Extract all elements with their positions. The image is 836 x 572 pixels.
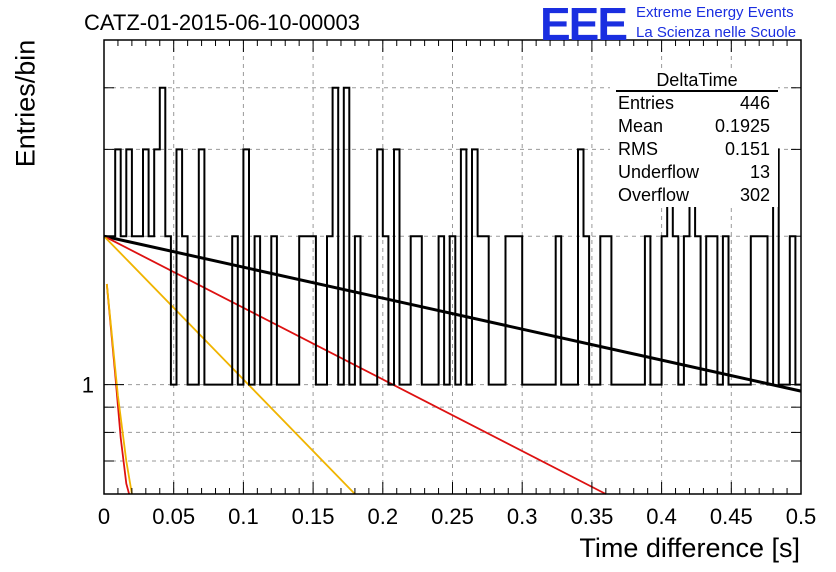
stats-row-entries: Entries 446 <box>610 92 778 115</box>
stats-row-underflow: Underflow 13 <box>610 161 778 184</box>
histogram-series <box>104 86 801 386</box>
stats-row-mean: Mean 0.1925 <box>610 115 778 138</box>
x-axis-label: Time difference [s] <box>579 533 800 563</box>
chart-title: CATZ-01-2015-06-10-00003 <box>84 10 360 35</box>
logo-line1: Extreme Energy Events <box>636 4 794 21</box>
stats-label: Overflow <box>618 185 690 205</box>
logo-line2: La Scienza nelle Scuole <box>636 24 797 41</box>
fit-line <box>103 235 356 495</box>
x-tick-label: 0.5 <box>786 504 817 529</box>
y-axis-label: Entries/bin <box>10 39 41 168</box>
x-tick-label: 0.45 <box>710 504 753 529</box>
stats-value: 13 <box>749 162 770 182</box>
logo-mark: EEE <box>540 0 628 50</box>
stats-title: DeltaTime <box>616 70 778 92</box>
x-tick-label: 0.35 <box>570 504 613 529</box>
histogram-line <box>104 86 801 386</box>
stats-row-overflow: Overflow 302 <box>610 184 778 207</box>
stats-value: 446 <box>739 93 770 113</box>
x-tick-label: 0.05 <box>152 504 195 529</box>
stats-value: 0.151 <box>724 139 770 159</box>
x-tick-label: 0.25 <box>431 504 474 529</box>
tick-labels: 0 0.05 0.1 0.15 0.2 0.25 0.3 0.35 0.4 0.45 0.5 1 <box>82 373 817 529</box>
x-tick-label: 0.4 <box>646 504 677 529</box>
y-tick-label: 1 <box>82 373 94 398</box>
stats-label: Mean <box>618 116 664 136</box>
fit-line <box>105 283 133 495</box>
plot-axes <box>103 39 802 495</box>
stats-label: Entries <box>618 93 675 113</box>
x-tick-label: 0 <box>98 504 110 529</box>
x-tick-label: 0.15 <box>292 504 335 529</box>
stats-value: 0.1925 <box>714 116 770 136</box>
stats-value: 302 <box>739 185 770 205</box>
stats-label: RMS <box>618 139 658 159</box>
stats-box: DeltaTime Entries 446 Mean 0.1925 RMS 0.… <box>610 70 778 207</box>
x-tick-label: 0.3 <box>507 504 538 529</box>
x-tick-label: 0.1 <box>228 504 259 529</box>
x-tick-label: 0.2 <box>368 504 399 529</box>
stats-label: Underflow <box>618 162 700 182</box>
stats-row-rms: RMS 0.151 <box>610 138 778 161</box>
